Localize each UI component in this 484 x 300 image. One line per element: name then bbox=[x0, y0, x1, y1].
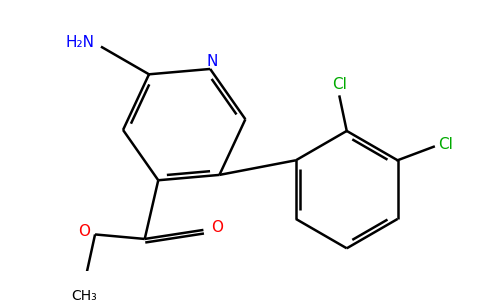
Text: H₂N: H₂N bbox=[66, 35, 95, 50]
Text: O: O bbox=[211, 220, 223, 235]
Text: CH₃: CH₃ bbox=[71, 289, 97, 300]
Text: Cl: Cl bbox=[438, 136, 453, 152]
Text: Cl: Cl bbox=[332, 77, 347, 92]
Text: O: O bbox=[78, 224, 91, 239]
Text: N: N bbox=[206, 54, 218, 69]
